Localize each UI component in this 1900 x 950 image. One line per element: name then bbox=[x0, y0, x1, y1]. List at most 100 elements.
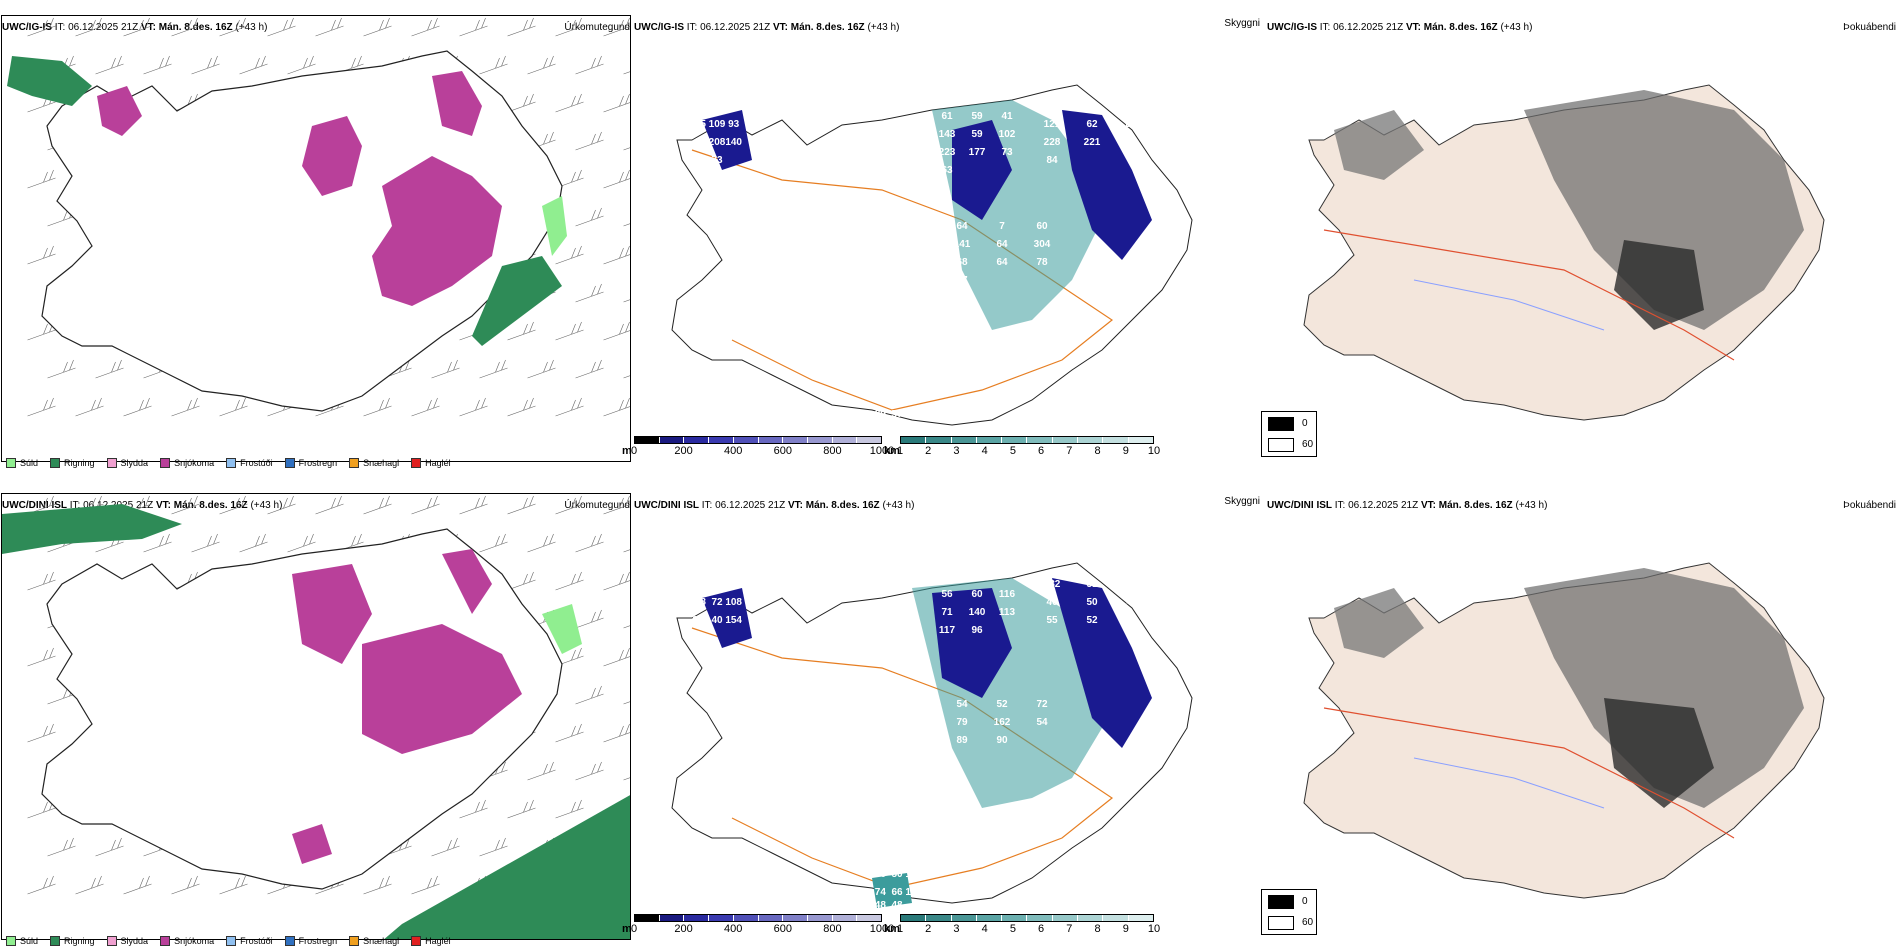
precip-number: 65 bbox=[1086, 101, 1098, 112]
wind-barb bbox=[575, 761, 604, 781]
precip-number: 68 bbox=[908, 422, 920, 433]
wind-barb bbox=[623, 549, 630, 553]
wind-barb bbox=[555, 245, 584, 265]
visibility-unit: km bbox=[884, 923, 900, 935]
wind-barb bbox=[507, 321, 536, 341]
wind-barb bbox=[603, 245, 630, 265]
wind-barb bbox=[239, 55, 268, 75]
precip-type-map bbox=[1, 15, 631, 462]
wind-barb bbox=[479, 55, 508, 75]
wind-barb bbox=[75, 397, 104, 417]
wind-barb bbox=[267, 495, 296, 515]
colorbar-segment bbox=[758, 437, 784, 443]
colorbar-tick: 3 bbox=[953, 445, 960, 457]
fog-shade bbox=[1334, 588, 1424, 658]
colorbar-segment bbox=[1078, 915, 1104, 921]
colorbar-segment bbox=[807, 915, 833, 921]
wind-barb bbox=[363, 17, 392, 37]
legend-item: Frostúði bbox=[226, 936, 273, 946]
wind-barb bbox=[623, 625, 630, 629]
precip-number: 74 bbox=[875, 391, 887, 402]
precip-number: 115 bbox=[692, 615, 709, 626]
wind-barb bbox=[507, 397, 536, 417]
roads bbox=[1323, 707, 1735, 839]
colorbar-segment bbox=[1128, 915, 1153, 921]
precip-number: 140 bbox=[969, 607, 986, 618]
colorbar-tick: 2 bbox=[925, 923, 932, 935]
visibility-dark bbox=[702, 110, 752, 170]
legend-item: Haglél bbox=[411, 458, 451, 468]
wind-barb bbox=[555, 495, 584, 515]
iceland-outline bbox=[41, 528, 563, 890]
visibility-dark bbox=[932, 588, 1012, 698]
precip-number: 84 bbox=[1046, 155, 1058, 166]
colorbar-segment bbox=[1103, 437, 1129, 443]
wind-barb bbox=[363, 397, 392, 417]
precip-number: 55 bbox=[1046, 615, 1058, 626]
colorbar-tick: 2 bbox=[925, 445, 932, 457]
legend-swatch bbox=[6, 458, 16, 468]
colorbar-segment bbox=[857, 915, 882, 921]
wind-barb bbox=[459, 17, 488, 37]
precip-number: 140 bbox=[725, 137, 742, 148]
legend-label: Snjókoma bbox=[174, 458, 215, 468]
colorbar-segment bbox=[1002, 915, 1028, 921]
wind-barb bbox=[459, 799, 488, 819]
wind-barb bbox=[527, 55, 556, 75]
precip-number: 48 bbox=[728, 579, 740, 590]
colorbar-segment bbox=[926, 437, 952, 443]
fog-label: Þokuábendi bbox=[1843, 500, 1896, 511]
snow-area bbox=[292, 564, 372, 664]
legend-swatch bbox=[284, 936, 295, 946]
legend-label: Snjókoma bbox=[174, 936, 215, 946]
precip-number: 87 bbox=[956, 275, 968, 286]
legend-label: Rigning bbox=[64, 936, 95, 946]
colorbar-tick: 4 bbox=[981, 445, 988, 457]
wind-barb bbox=[603, 647, 630, 667]
visibility-colorbar-ticks: 1 2 3 4 5 6 7 8 9 10 bbox=[897, 444, 1160, 458]
panel-title: UWC/IG-IS IT: 06.12.2025 21Z VT: Mán. 8.… bbox=[1267, 22, 1533, 33]
precip-number: 182 bbox=[1044, 579, 1061, 590]
wind-barb bbox=[575, 131, 604, 151]
rain-area bbox=[2, 504, 182, 554]
precip-number: 40 bbox=[1046, 597, 1058, 608]
wind-barb bbox=[363, 875, 392, 895]
wind-barb bbox=[623, 375, 630, 379]
colorbar-segment bbox=[1078, 437, 1104, 443]
fog-shade bbox=[1524, 90, 1804, 330]
rain-area bbox=[472, 256, 562, 346]
legend-swatch bbox=[411, 936, 422, 946]
legend-item: Frostúði bbox=[226, 458, 273, 468]
fog-panel: UWC/DINI ISL IT: 06.12.2025 21Z VT: Mán.… bbox=[1261, 478, 1900, 950]
wind-barb bbox=[315, 495, 344, 515]
wind-barb bbox=[507, 571, 536, 591]
iceland-fog-map bbox=[1303, 84, 1825, 421]
precip-number: 62 bbox=[1086, 119, 1098, 130]
wind-barb bbox=[27, 875, 56, 895]
elevation-colorbar-bar bbox=[634, 914, 882, 922]
wind-barb bbox=[287, 55, 316, 75]
precip-number: 93 bbox=[728, 119, 740, 130]
colorbar-segment bbox=[783, 915, 808, 921]
precip-number: 54 bbox=[891, 391, 903, 402]
wind-barb bbox=[75, 17, 104, 37]
precip-number: 48 bbox=[1126, 597, 1138, 608]
visibility-panel: UWC/DINI ISL IT: 06.12.2025 21Z VT: Mán.… bbox=[622, 478, 1264, 950]
legend-swatch bbox=[226, 458, 237, 468]
wind-barb bbox=[219, 495, 248, 515]
wind-barb bbox=[47, 837, 76, 857]
precip-type-label: Úrkomutegund bbox=[564, 500, 630, 511]
wind-barb bbox=[27, 723, 56, 743]
precip-type-label: Úrkomutegund bbox=[564, 22, 630, 33]
fog-dark bbox=[1614, 240, 1704, 330]
precip-number: 48 bbox=[695, 597, 707, 608]
precip-number: 89 bbox=[956, 735, 968, 746]
precip-number: 71 bbox=[728, 101, 740, 112]
elevation-colorbar-ticks: 0 200 400 600 800 1000 bbox=[631, 922, 894, 936]
wind-barb bbox=[47, 359, 76, 379]
legend-swatch bbox=[160, 936, 171, 946]
iceland-precip-map bbox=[2, 495, 630, 939]
wind-barb bbox=[623, 147, 630, 151]
wind-barb bbox=[411, 875, 440, 895]
legend-label: Slydda bbox=[120, 458, 149, 468]
